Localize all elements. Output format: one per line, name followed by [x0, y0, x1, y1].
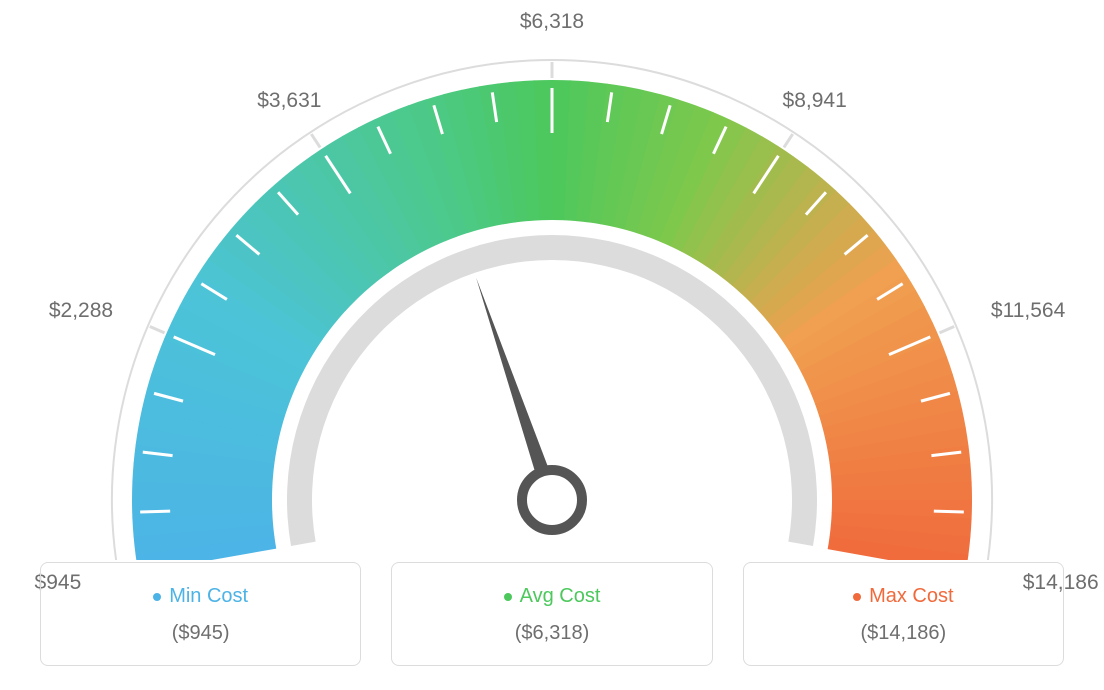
legend-label-avg: Avg Cost — [504, 585, 601, 608]
gauge-chart: $945$2,288$3,631$6,318$8,941$11,564$14,1… — [0, 0, 1104, 560]
tick-label: $8,941 — [783, 89, 847, 113]
legend-card-min: Min Cost ($945) — [40, 562, 361, 666]
legend-label-max-text: Max Cost — [869, 585, 953, 608]
legend-label-min: Min Cost — [153, 585, 248, 608]
legend-card-avg: Avg Cost ($6,318) — [391, 562, 712, 666]
tick-label: $11,564 — [991, 299, 1065, 323]
legend-row: Min Cost ($945) Avg Cost ($6,318) Max Co… — [40, 562, 1064, 666]
tick-label: $2,288 — [49, 299, 113, 323]
legend-value-max: ($14,186) — [754, 622, 1053, 645]
tick-label: $6,318 — [520, 10, 584, 34]
gauge-svg — [0, 0, 1104, 560]
legend-label-max: Max Cost — [853, 585, 953, 608]
legend-value-min: ($945) — [51, 622, 350, 645]
tick-label: $3,631 — [257, 89, 321, 113]
legend-label-min-text: Min Cost — [169, 585, 248, 608]
legend-card-max: Max Cost ($14,186) — [743, 562, 1064, 666]
cost-gauge-widget: $945$2,288$3,631$6,318$8,941$11,564$14,1… — [0, 0, 1104, 690]
legend-label-avg-text: Avg Cost — [520, 585, 601, 608]
legend-value-avg: ($6,318) — [402, 622, 701, 645]
